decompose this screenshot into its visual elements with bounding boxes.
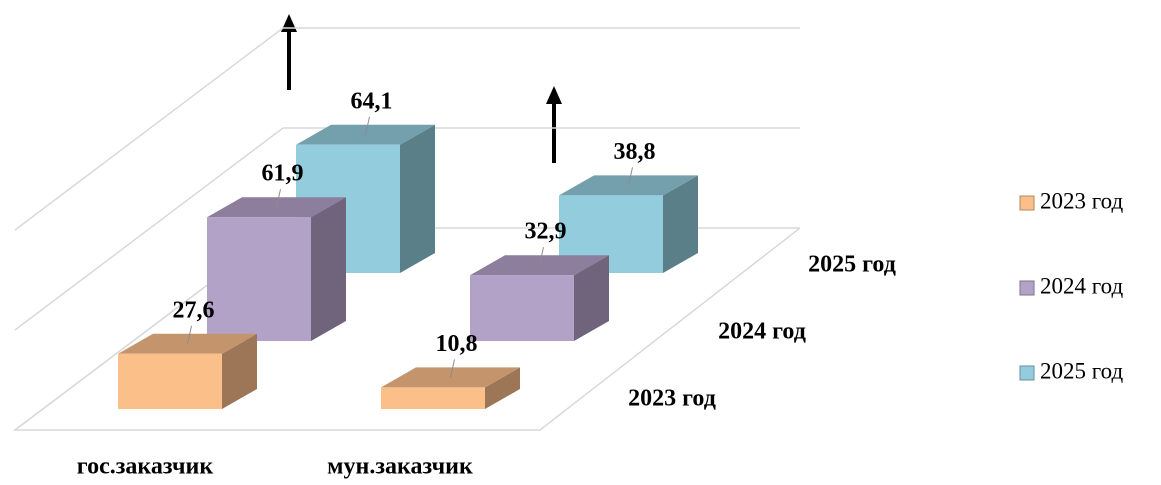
bar-front bbox=[118, 353, 222, 409]
value-label: 38,8 bbox=[614, 139, 656, 165]
legend-label: 2025 год bbox=[1040, 358, 1123, 383]
leader-line bbox=[450, 359, 455, 378]
bar bbox=[381, 367, 520, 409]
bar-front bbox=[381, 387, 485, 409]
bar bbox=[118, 333, 257, 409]
value-label: 32,9 bbox=[525, 219, 567, 245]
bar-front bbox=[470, 275, 574, 341]
legend-swatch bbox=[1019, 365, 1035, 381]
bar-side bbox=[663, 175, 698, 273]
value-label: 64,1 bbox=[351, 88, 393, 114]
leader-line bbox=[276, 189, 281, 208]
bar-side bbox=[485, 367, 520, 409]
leader-line bbox=[539, 247, 544, 266]
bar-side bbox=[400, 124, 435, 273]
labels: 64,1 38,8 61,9 32,9 27,6 10,8 гос.заказчик мун.… bbox=[77, 88, 896, 479]
legend-label: 2023 год bbox=[1040, 188, 1123, 213]
bar-side bbox=[311, 197, 346, 341]
grid-line bbox=[14, 127, 800, 331]
x-tick-label: мун.заказчик bbox=[327, 454, 473, 480]
value-label: 10,8 bbox=[436, 331, 478, 357]
depth-tick-label: 2024 год bbox=[718, 319, 806, 345]
bar bbox=[207, 197, 346, 341]
legend-swatch bbox=[1019, 195, 1035, 211]
grid-line bbox=[14, 27, 800, 231]
value-label: 27,6 bbox=[173, 297, 215, 323]
arrow-head bbox=[281, 14, 297, 32]
bar-side bbox=[222, 333, 257, 409]
leader-line bbox=[628, 167, 633, 186]
bar bbox=[470, 255, 609, 341]
value-label: 61,9 bbox=[262, 161, 304, 187]
bars bbox=[118, 124, 698, 409]
leader-line bbox=[187, 325, 192, 344]
x-tick-label: гос.заказчик bbox=[77, 454, 214, 480]
legend: 2023 год 2024 год 2025 год bbox=[1019, 188, 1123, 383]
bar-front bbox=[207, 217, 311, 341]
depth-tick-label: 2025 год bbox=[808, 252, 896, 278]
legend-label: 2024 год bbox=[1040, 273, 1123, 298]
depth-tick-label: 2023 год bbox=[628, 386, 716, 412]
leader-line bbox=[365, 116, 370, 135]
legend-swatch bbox=[1019, 280, 1035, 296]
bar-side bbox=[574, 255, 609, 341]
arrow-head bbox=[546, 86, 562, 104]
